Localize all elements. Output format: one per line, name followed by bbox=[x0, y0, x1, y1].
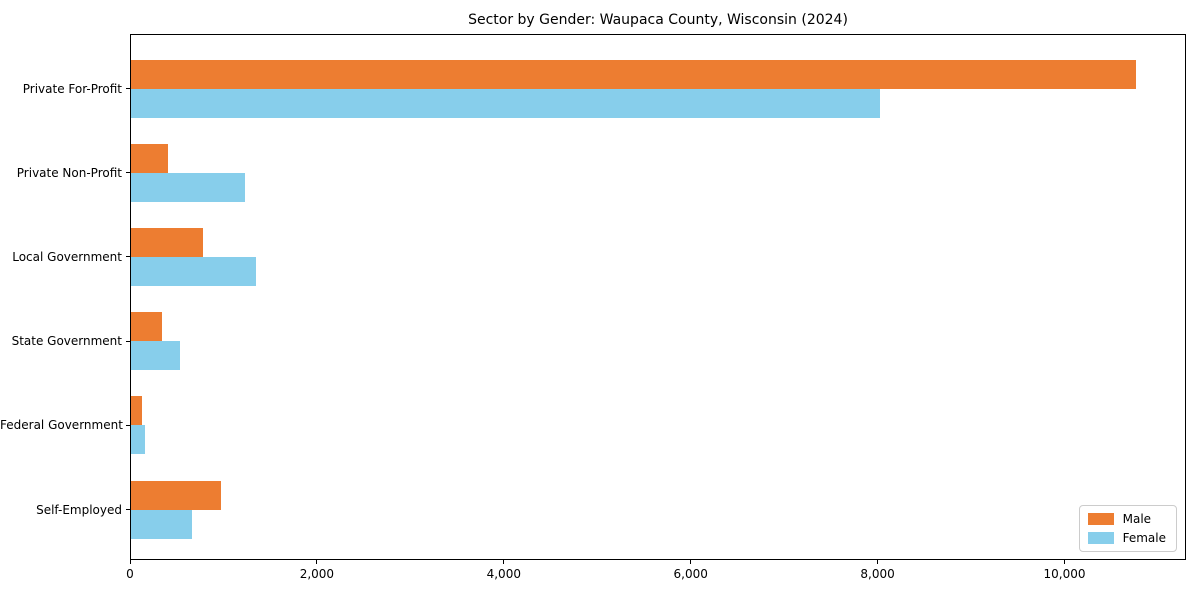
ytick-label-state-government: State Government bbox=[11, 334, 122, 349]
legend-swatch-male-icon bbox=[1087, 513, 1114, 525]
legend-row-male: Male bbox=[1087, 512, 1166, 526]
legend: Male Female bbox=[1078, 505, 1177, 552]
ytick-label-private-non-profit: Private Non-Profit bbox=[16, 165, 122, 180]
xtick-label-6000: 6,000 bbox=[673, 567, 708, 581]
bar-female-private-non-profit bbox=[131, 172, 245, 202]
xtick-mark-4000 bbox=[503, 560, 505, 564]
bar-male-self-employed bbox=[131, 480, 222, 510]
ytick-mark-state-government bbox=[126, 340, 130, 342]
ytick-mark-federal-government bbox=[126, 424, 130, 426]
legend-swatch-female-icon bbox=[1087, 532, 1114, 544]
plot-area: Male Female bbox=[130, 34, 1186, 560]
ytick-mark-private-for-profit bbox=[126, 88, 130, 89]
bar-male-private-for-profit bbox=[131, 59, 1136, 89]
xtick-label-2000: 2,000 bbox=[299, 567, 335, 581]
xtick-mark-10000 bbox=[1064, 560, 1065, 564]
legend-label-female: Female bbox=[1122, 531, 1166, 545]
ytick-mark-private-non-profit bbox=[126, 172, 130, 174]
bar-female-self-employed bbox=[131, 509, 193, 539]
ytick-label-private-for-profit: Private For-Profit bbox=[22, 81, 122, 96]
ytick-label-self-employed: Self-Employed bbox=[36, 502, 122, 517]
ytick-label-local-government: Local Government bbox=[12, 249, 122, 264]
xtick-mark-8000 bbox=[877, 560, 879, 564]
bar-male-local-government bbox=[131, 227, 203, 257]
chart-title: Sector by Gender: Waupaca County, Wiscon… bbox=[468, 12, 848, 28]
ytick-label-federal-government: Federal Government bbox=[0, 418, 123, 433]
bar-male-federal-government bbox=[131, 396, 142, 426]
bar-female-state-government bbox=[131, 341, 180, 371]
xtick-label-4000: 4,000 bbox=[486, 567, 521, 581]
xtick-label-8000: 8,000 bbox=[860, 567, 895, 581]
legend-row-female: Female bbox=[1087, 531, 1166, 545]
legend-label-male: Male bbox=[1122, 512, 1152, 526]
xtick-mark-2000 bbox=[316, 560, 318, 564]
xtick-label-10000: 10,000 bbox=[1043, 567, 1086, 581]
xtick-mark-6000 bbox=[690, 560, 692, 564]
bar-female-private-for-profit bbox=[131, 88, 881, 118]
ytick-mark-local-government bbox=[126, 256, 130, 258]
bar-female-local-government bbox=[131, 256, 257, 286]
xtick-label-0: 0 bbox=[126, 567, 134, 581]
bar-male-private-non-profit bbox=[131, 143, 168, 173]
xtick-mark-0 bbox=[129, 560, 131, 564]
bar-female-federal-government bbox=[131, 425, 145, 455]
ytick-mark-self-employed bbox=[126, 509, 130, 510]
bar-male-state-government bbox=[131, 312, 162, 342]
